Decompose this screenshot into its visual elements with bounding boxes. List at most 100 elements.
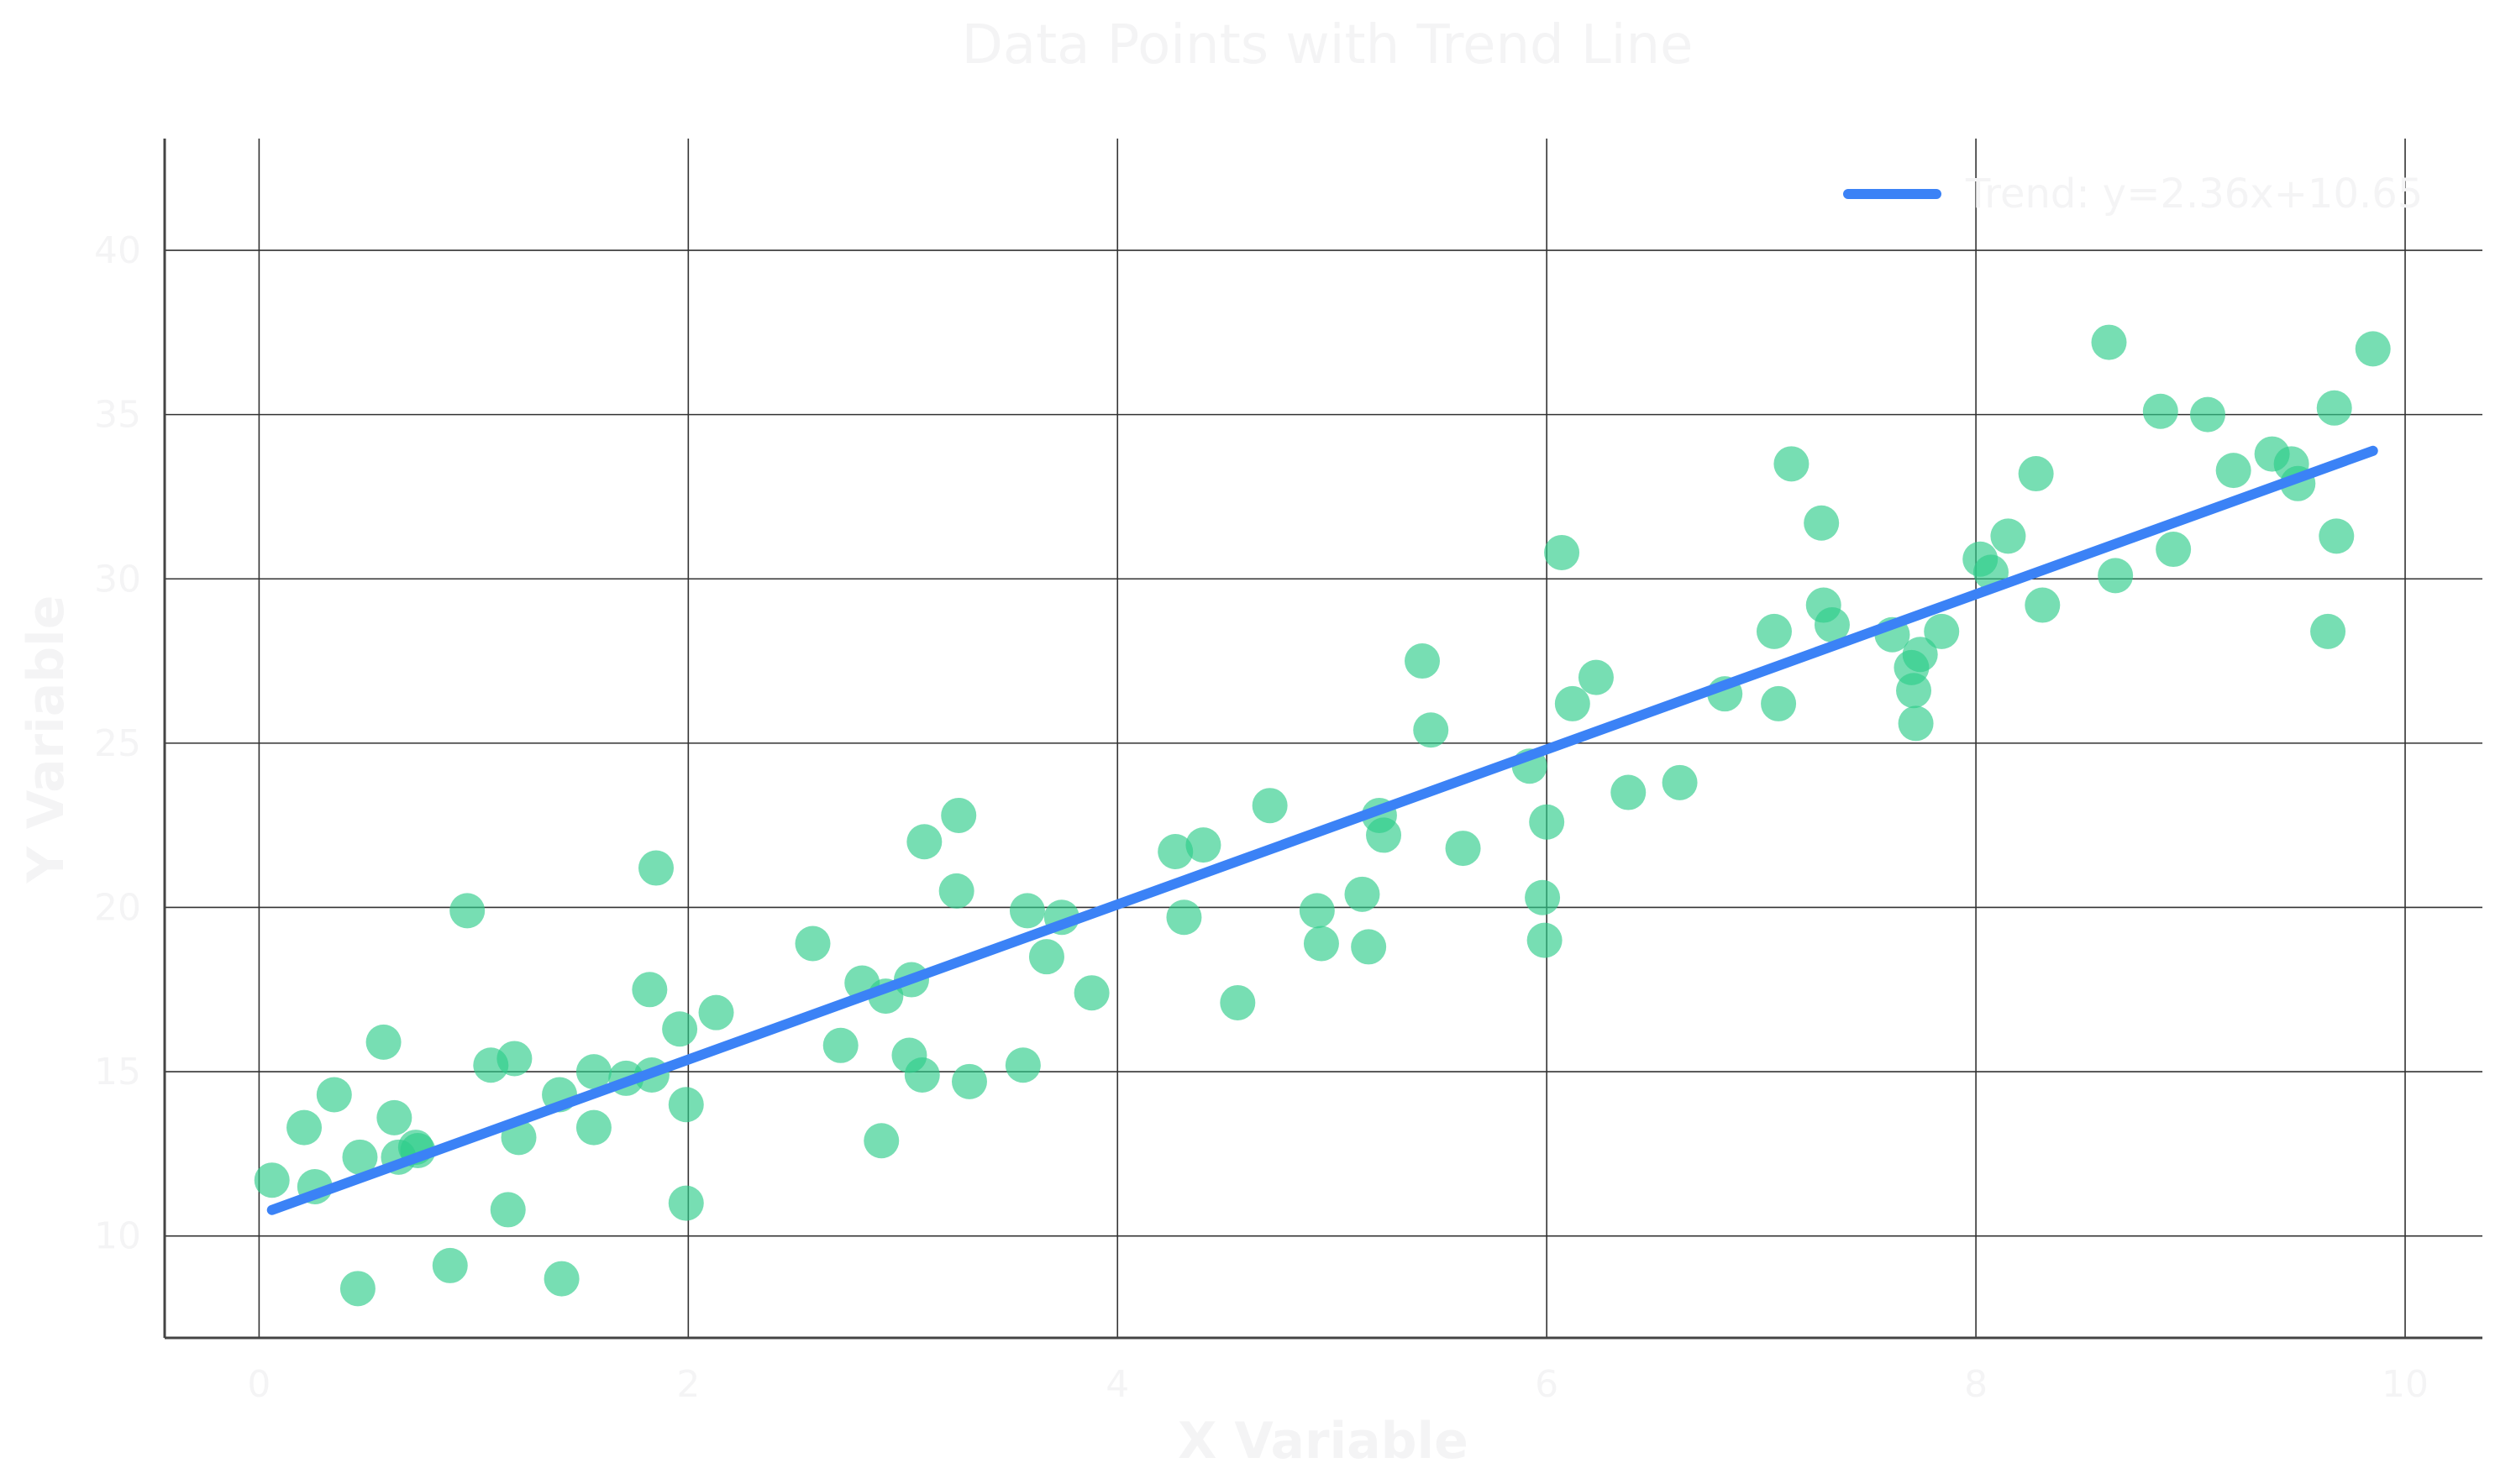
data-point [2018,456,2054,492]
y-tick-label: 35 [94,394,141,437]
y-tick-label: 20 [94,886,141,929]
data-point [1009,893,1045,929]
data-point [1166,899,1202,936]
data-point [822,1027,859,1063]
data-point [1366,817,1402,853]
data-point [1525,879,1561,915]
trend-line-group [266,445,2378,1215]
data-point [575,1054,612,1090]
data-point [1252,788,1288,824]
data-point [2142,393,2178,429]
data-point [698,994,734,1030]
data-point [1902,637,1938,673]
data-point [1924,613,1960,649]
data-point [575,1109,612,1146]
data-point [1814,607,1850,643]
data-point [2310,613,2346,649]
data-point [1220,984,1256,1020]
data-point [496,1041,533,1077]
axes [163,139,2482,1340]
data-point [342,1139,378,1175]
data-point [1526,922,1563,958]
data-point [1544,534,1580,570]
data-point [365,1024,402,1060]
data-point [254,1162,290,1198]
y-axis-label: Y Variable [17,595,76,884]
x-tick-label: 4 [1106,1363,1129,1406]
data-point [2355,331,2391,367]
trend-line [266,445,2378,1215]
data-point [2319,518,2355,554]
data-point [544,1261,580,1297]
data-point [2025,587,2061,623]
data-point [1756,613,1792,649]
data-point [1405,643,1441,679]
data-point [632,972,668,1008]
x-tick-label: 2 [676,1363,700,1406]
tick-labels: 0 2 4 6 8 10 10 15 20 25 30 35 40 [94,229,2429,1406]
x-tick-label: 0 [247,1363,271,1406]
data-point [638,850,675,886]
data-point [1990,518,2026,554]
data-point [938,873,974,909]
y-tick-label: 30 [94,558,141,600]
data-point [1610,774,1647,810]
data-point [1303,926,1339,962]
data-point [490,1192,526,1228]
data-point [662,1011,698,1047]
data-point [1028,939,1064,975]
data-point [941,797,977,833]
data-point [906,824,943,860]
data-point [1074,975,1110,1011]
data-point [1662,764,1698,800]
data-point [1804,505,1840,541]
data-point [1351,929,1387,965]
data-point [1761,685,1797,721]
data-point [1344,876,1380,912]
data-point [668,1087,704,1123]
data-point [1554,685,1590,721]
x-tick-label: 8 [1964,1363,1988,1406]
data-point [2156,532,2192,568]
data-point [1529,804,1565,840]
data-point [432,1247,468,1283]
data-point [864,1123,900,1159]
data-point [376,1099,412,1135]
data-point [2316,390,2352,426]
data-point [1005,1047,1041,1083]
data-point [1413,712,1449,748]
data-point [1185,827,1221,863]
data-point [339,1271,376,1307]
legend: Trend: y=2.36x+10.65 [1843,170,2423,218]
y-tick-label: 10 [94,1215,141,1258]
x-tick-label: 10 [2382,1363,2429,1406]
data-point [2190,396,2226,433]
data-point [1896,673,1932,709]
data-point [1773,446,1810,482]
x-axis-label: X Variable [1178,1412,1468,1471]
y-tick-label: 15 [94,1051,141,1093]
y-tick-label: 40 [94,229,141,272]
data-point [1299,893,1335,929]
data-point [449,893,486,929]
data-point [2091,324,2127,360]
y-tick-label: 25 [94,722,141,765]
data-point [1445,831,1481,867]
data-point [668,1185,704,1221]
chart-title: Data Points with Trend Line [962,14,1694,76]
data-point [951,1063,987,1099]
data-point [2098,558,2134,594]
data-point [904,1057,940,1093]
data-point [1898,705,1934,742]
data-point [1578,659,1614,695]
data-point [316,1077,352,1113]
data-point [795,926,831,962]
data-point [2215,453,2251,489]
data-points [254,324,2391,1307]
x-tick-label: 6 [1535,1363,1558,1406]
legend-trend-label: Trend: y=2.36x+10.65 [1965,170,2423,218]
data-point [1158,833,1194,869]
data-point [286,1109,323,1146]
grid-lines [165,139,2482,1338]
